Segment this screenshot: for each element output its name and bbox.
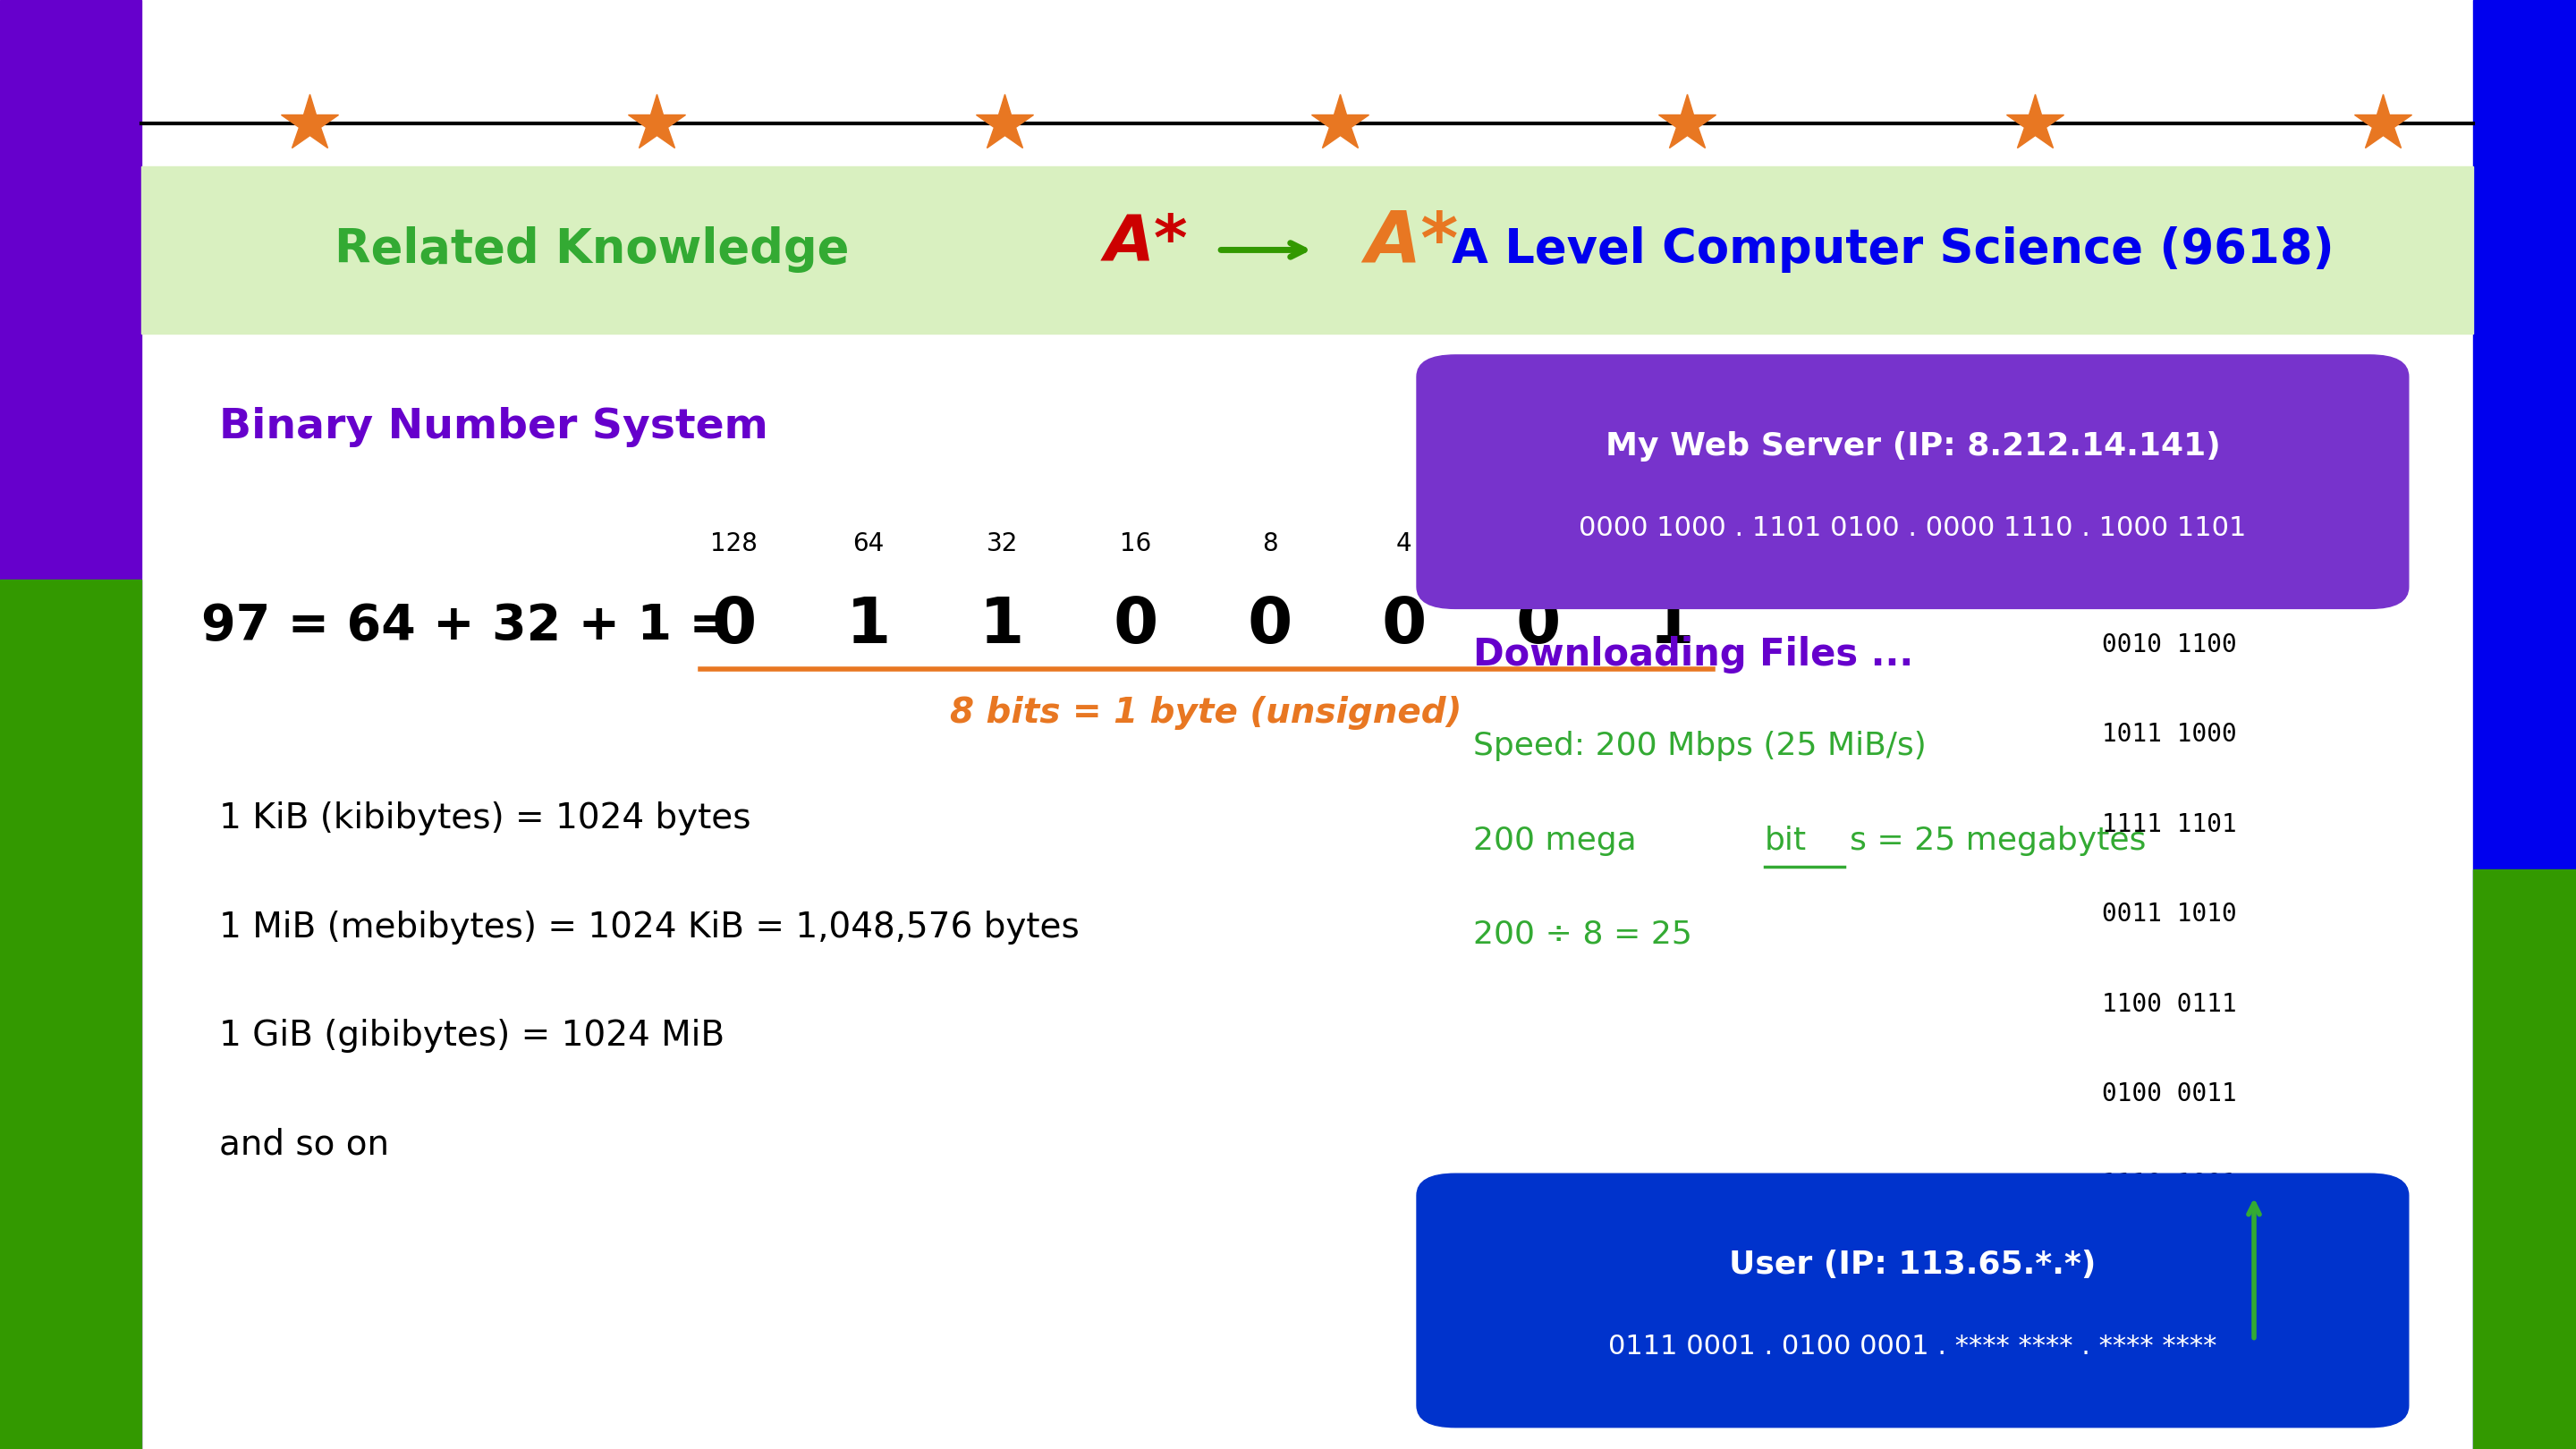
Text: 200 ÷ 8 = 25: 200 ÷ 8 = 25 [1473, 920, 1692, 949]
Text: 97 = 64 + 32 + 1 =: 97 = 64 + 32 + 1 = [201, 601, 732, 651]
Text: s = 25 megabytes: s = 25 megabytes [1850, 826, 2146, 855]
Text: 0: 0 [1113, 596, 1159, 656]
Text: 1 KiB (kibibytes) = 1024 bytes: 1 KiB (kibibytes) = 1024 bytes [219, 801, 750, 836]
Text: 1: 1 [845, 596, 891, 656]
Text: 16: 16 [1121, 530, 1151, 556]
Text: User (IP: 113.65.*.*): User (IP: 113.65.*.*) [1728, 1249, 2097, 1279]
Text: 1 GiB (gibibytes) = 1024 MiB: 1 GiB (gibibytes) = 1024 MiB [219, 1019, 724, 1053]
Text: and so on: and so on [219, 1127, 389, 1162]
Text: 4: 4 [1396, 530, 1412, 556]
Text: 0000 0001: 0000 0001 [2102, 1261, 2236, 1287]
Bar [2473, 0, 2576, 1449]
Text: 0: 0 [1515, 596, 1561, 656]
Text: Speed: 200 Mbps (25 MiB/s): Speed: 200 Mbps (25 MiB/s) [1473, 732, 1927, 761]
Text: 2: 2 [1530, 530, 1546, 556]
Text: My Web Server (IP: 8.212.14.141): My Web Server (IP: 8.212.14.141) [1605, 430, 2221, 461]
Text: 200 mega: 200 mega [1473, 826, 1636, 855]
Text: 0010 1100: 0010 1100 [2102, 632, 2236, 658]
Text: 0: 0 [1381, 596, 1427, 656]
Text: 0100 0011: 0100 0011 [2102, 1081, 2236, 1107]
Text: 1110 1001: 1110 1001 [2102, 1171, 2236, 1197]
Text: 1100 0111: 1100 0111 [2102, 991, 2236, 1017]
Bar [0, 0, 142, 1449]
Text: A*: A* [1105, 212, 1188, 274]
Text: 1: 1 [1664, 530, 1680, 556]
Bar [142, 167, 2473, 333]
Text: Binary Number System: Binary Number System [219, 407, 768, 448]
Text: 0: 0 [1247, 596, 1293, 656]
Text: A*: A* [1365, 207, 1458, 278]
Text: 8: 8 [1262, 530, 1278, 556]
Text: 1111 1101: 1111 1101 [2102, 811, 2236, 838]
Text: A Level Computer Science (9618): A Level Computer Science (9618) [1453, 226, 2334, 274]
Bar [0, 580, 142, 1449]
Text: Related Knowledge: Related Knowledge [335, 226, 850, 274]
Text: 1: 1 [979, 596, 1025, 656]
Text: bit: bit [1765, 826, 1806, 855]
Text: 1 MiB (mebibytes) = 1024 KiB = 1,048,576 bytes: 1 MiB (mebibytes) = 1024 KiB = 1,048,576… [219, 910, 1079, 945]
Text: 32: 32 [987, 530, 1018, 556]
Text: 128: 128 [711, 530, 757, 556]
Text: 1011 1000: 1011 1000 [2102, 722, 2236, 748]
Text: Downloading Files ...: Downloading Files ... [1473, 636, 1914, 674]
Text: 0111 0001 . 0100 0001 . **** **** . **** ****: 0111 0001 . 0100 0001 . **** **** . ****… [1607, 1333, 2218, 1359]
Text: 1: 1 [1649, 596, 1695, 656]
Text: 0: 0 [711, 596, 757, 656]
FancyBboxPatch shape [1417, 355, 2409, 609]
Text: 0000 1000 . 1101 0100 . 0000 1110 . 1000 1101: 0000 1000 . 1101 0100 . 0000 1110 . 1000… [1579, 514, 2246, 540]
Text: 0011 1010: 0011 1010 [2102, 901, 2236, 927]
Bar [2473, 869, 2576, 1449]
Text: 64: 64 [853, 530, 884, 556]
Text: 8 bits = 1 byte (unsigned): 8 bits = 1 byte (unsigned) [951, 696, 1461, 730]
FancyBboxPatch shape [1417, 1174, 2409, 1427]
